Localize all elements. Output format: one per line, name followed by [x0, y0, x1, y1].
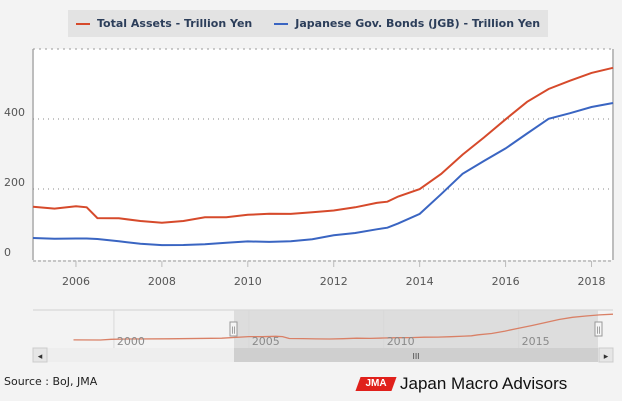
x-tick-label: 2012	[320, 275, 348, 288]
x-tick-label: 2018	[578, 275, 606, 288]
jma-logo-icon: JMA	[355, 377, 397, 391]
legend-label-jgb: Japanese Gov. Bonds (JGB) - Trillion Yen	[295, 17, 541, 30]
chart-legend: Total Assets - Trillion Yen Japanese Gov…	[68, 10, 548, 37]
legend-swatch-jgb	[274, 22, 289, 25]
navigator-year-label: 2010	[387, 335, 415, 348]
x-tick-label: 2008	[148, 275, 176, 288]
y-tick-label: 400	[4, 106, 25, 119]
scroll-left-arrow-icon: ◂	[38, 352, 43, 362]
x-tick-label: 2010	[234, 275, 262, 288]
navigator-year-label: 2005	[252, 335, 280, 348]
handle-left-grip: ||	[231, 326, 236, 334]
brand: JMA Japan Macro Advisors	[355, 374, 568, 394]
navigator-series-line	[73, 313, 614, 341]
brand-name: Japan Macro Advisors	[400, 374, 568, 393]
scroll-left-button[interactable]	[32, 347, 48, 363]
scrollbar-thumb[interactable]	[234, 348, 598, 362]
scroll-right-button[interactable]	[598, 347, 614, 363]
navigator-handle-right[interactable]: ||	[594, 321, 603, 337]
x-tick-label: 2006	[62, 275, 90, 288]
series-line-jgb[interactable]	[32, 102, 614, 247]
source-note: Source : BoJ, JMA	[4, 375, 98, 388]
x-tick-label: 2016	[492, 275, 520, 288]
handle-right-grip: ||	[596, 326, 601, 334]
scroll-right-arrow-icon: ▸	[604, 352, 609, 362]
navigator-year-label: 2015	[522, 335, 550, 348]
legend-item-jgb[interactable]: Japanese Gov. Bonds (JGB) - Trillion Yen	[274, 17, 540, 30]
series-line-total-assets[interactable]	[32, 66, 614, 224]
main-chart[interactable]: 0 200 400 2006 2008 2010 2012 2014 2016 2018	[0, 40, 622, 295]
navigator-year-label: 2000	[117, 335, 145, 348]
y-tick-label: 200	[4, 176, 25, 189]
navigator-selected-range[interactable]	[234, 310, 598, 348]
scrollbar-grip: III	[412, 352, 419, 361]
brand-logo-text: JMA	[365, 378, 387, 389]
legend-item-total-assets[interactable]: Total Assets - Trillion Yen	[76, 17, 252, 30]
x-tick-label: 2014	[406, 275, 434, 288]
navigator-handle-left[interactable]: ||	[229, 321, 238, 337]
legend-swatch-total-assets	[76, 22, 90, 25]
plot-area	[33, 49, 613, 260]
navigator[interactable]: 2000 2005 2010 2015 || || III ◂ ▸	[0, 300, 622, 366]
y-tick-label: 0	[4, 246, 11, 259]
legend-label-total-assets: Total Assets - Trillion Yen	[97, 17, 253, 30]
